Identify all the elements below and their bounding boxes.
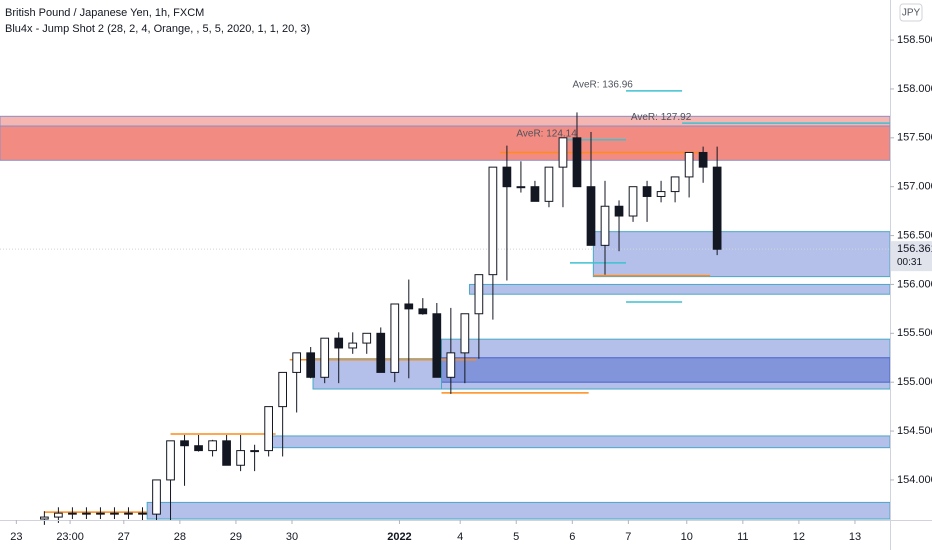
candle-body <box>180 440 189 447</box>
y-tick-label: 154.000 <box>897 474 932 486</box>
candle-body <box>250 450 259 453</box>
x-tick-label: 12 <box>793 531 805 543</box>
candle-body <box>138 512 147 515</box>
y-tick-label: 158.500 <box>897 34 932 46</box>
candle-body <box>166 440 175 481</box>
chart-title: British Pound / Japanese Yen, 1h, FXCM <box>5 7 204 19</box>
y-tick-label: 154.500 <box>897 425 932 437</box>
candle-body <box>306 352 316 378</box>
candle-body <box>376 332 386 373</box>
x-tick-label: 27 <box>118 531 130 543</box>
y-tick-label: 156.000 <box>897 278 932 290</box>
candle-body <box>194 445 203 452</box>
candle-body <box>432 313 442 378</box>
annotation: AveR: 124.14 <box>516 128 577 139</box>
candle-body <box>390 303 400 373</box>
candle-body <box>446 352 456 378</box>
candle-body <box>292 352 302 373</box>
zone <box>469 283 891 295</box>
x-tick-label: 13 <box>849 531 861 543</box>
candle-body <box>474 274 484 315</box>
candle-body <box>460 313 470 354</box>
candle-body <box>82 512 91 515</box>
candle-body <box>54 512 63 518</box>
plot-area: AveR: 136.96 AveR: 127.92 AveR: 124.14 <box>0 80 891 525</box>
x-tick-label: 10 <box>681 531 693 543</box>
candle-body <box>334 337 344 349</box>
candle-body <box>362 332 372 344</box>
candle-body <box>530 186 540 202</box>
y-tick-label: 157.500 <box>897 132 932 144</box>
x-tick-label: 4 <box>457 531 463 543</box>
y-tick-label: 155.000 <box>897 376 932 388</box>
candle-body <box>236 450 245 466</box>
candle-body <box>516 186 526 189</box>
candle-body <box>488 166 498 276</box>
annotation: AveR: 136.96 <box>572 80 633 91</box>
y-tick-label: 158.000 <box>897 83 932 95</box>
candle-body <box>502 166 512 188</box>
indicator-label: Blu4x - Jump Shot 2 (28, 2, 4, Orange, ,… <box>5 23 310 35</box>
x-tick-label: 7 <box>625 531 631 543</box>
candle-body <box>698 151 708 168</box>
last-price-box <box>891 241 932 272</box>
zone <box>0 115 891 127</box>
candle-body <box>586 186 596 246</box>
zone <box>146 501 891 520</box>
zone <box>592 231 891 278</box>
candle-body <box>558 137 568 168</box>
y-tick-label: 156.500 <box>897 229 932 241</box>
countdown-label: 00:31 <box>897 257 922 268</box>
x-tick-label: 11 <box>737 531 748 543</box>
candle-body <box>264 406 273 452</box>
candle-body <box>544 166 554 202</box>
candle-body <box>278 371 288 408</box>
candle-body <box>642 186 652 197</box>
candle-body <box>684 151 694 178</box>
x-tick-label: 29 <box>230 531 242 543</box>
candle-body <box>656 191 666 197</box>
candle-body <box>712 166 722 250</box>
y-tick-label: 155.500 <box>897 327 932 339</box>
candle-body <box>208 440 217 452</box>
x-tick-label: 23 <box>10 531 22 543</box>
candle-body <box>628 186 638 217</box>
candle-body <box>348 342 358 349</box>
x-tick-label: 28 <box>174 531 186 543</box>
x-tick-label: 5 <box>513 531 519 543</box>
candle-body <box>418 308 428 315</box>
candle-body <box>614 205 624 217</box>
candle-body <box>152 479 161 515</box>
currency-button[interactable] <box>899 3 923 22</box>
candle-body <box>110 512 119 515</box>
candle-body <box>40 516 49 520</box>
x-tick-label: 6 <box>569 531 575 543</box>
candle-body <box>670 176 680 193</box>
zone <box>0 125 891 161</box>
candle-body <box>572 137 582 188</box>
last-price-label: 156.361 <box>897 243 932 255</box>
currency-label[interactable]: JPY <box>902 8 921 19</box>
candle-body <box>222 440 231 466</box>
x-tick-label: 2022 <box>387 531 411 543</box>
zone <box>265 435 891 449</box>
candle-body <box>124 512 133 515</box>
annotation: AveR: 127.92 <box>631 112 692 123</box>
candle-body <box>320 337 330 378</box>
x-tick-label: 30 <box>286 531 298 543</box>
candle-body <box>404 303 414 310</box>
zone <box>440 357 891 383</box>
x-tick-label: 23:00 <box>56 531 84 543</box>
candle-body <box>600 205 610 246</box>
y-tick-label: 157.000 <box>897 181 932 193</box>
candle-body <box>96 512 105 515</box>
candle-body <box>68 512 77 515</box>
